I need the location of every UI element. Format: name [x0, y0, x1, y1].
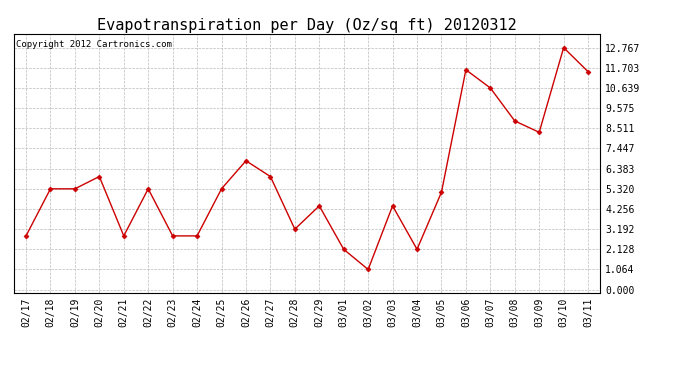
Title: Evapotranspiration per Day (Oz/sq ft) 20120312: Evapotranspiration per Day (Oz/sq ft) 20… [97, 18, 517, 33]
Text: Copyright 2012 Cartronics.com: Copyright 2012 Cartronics.com [16, 40, 171, 49]
